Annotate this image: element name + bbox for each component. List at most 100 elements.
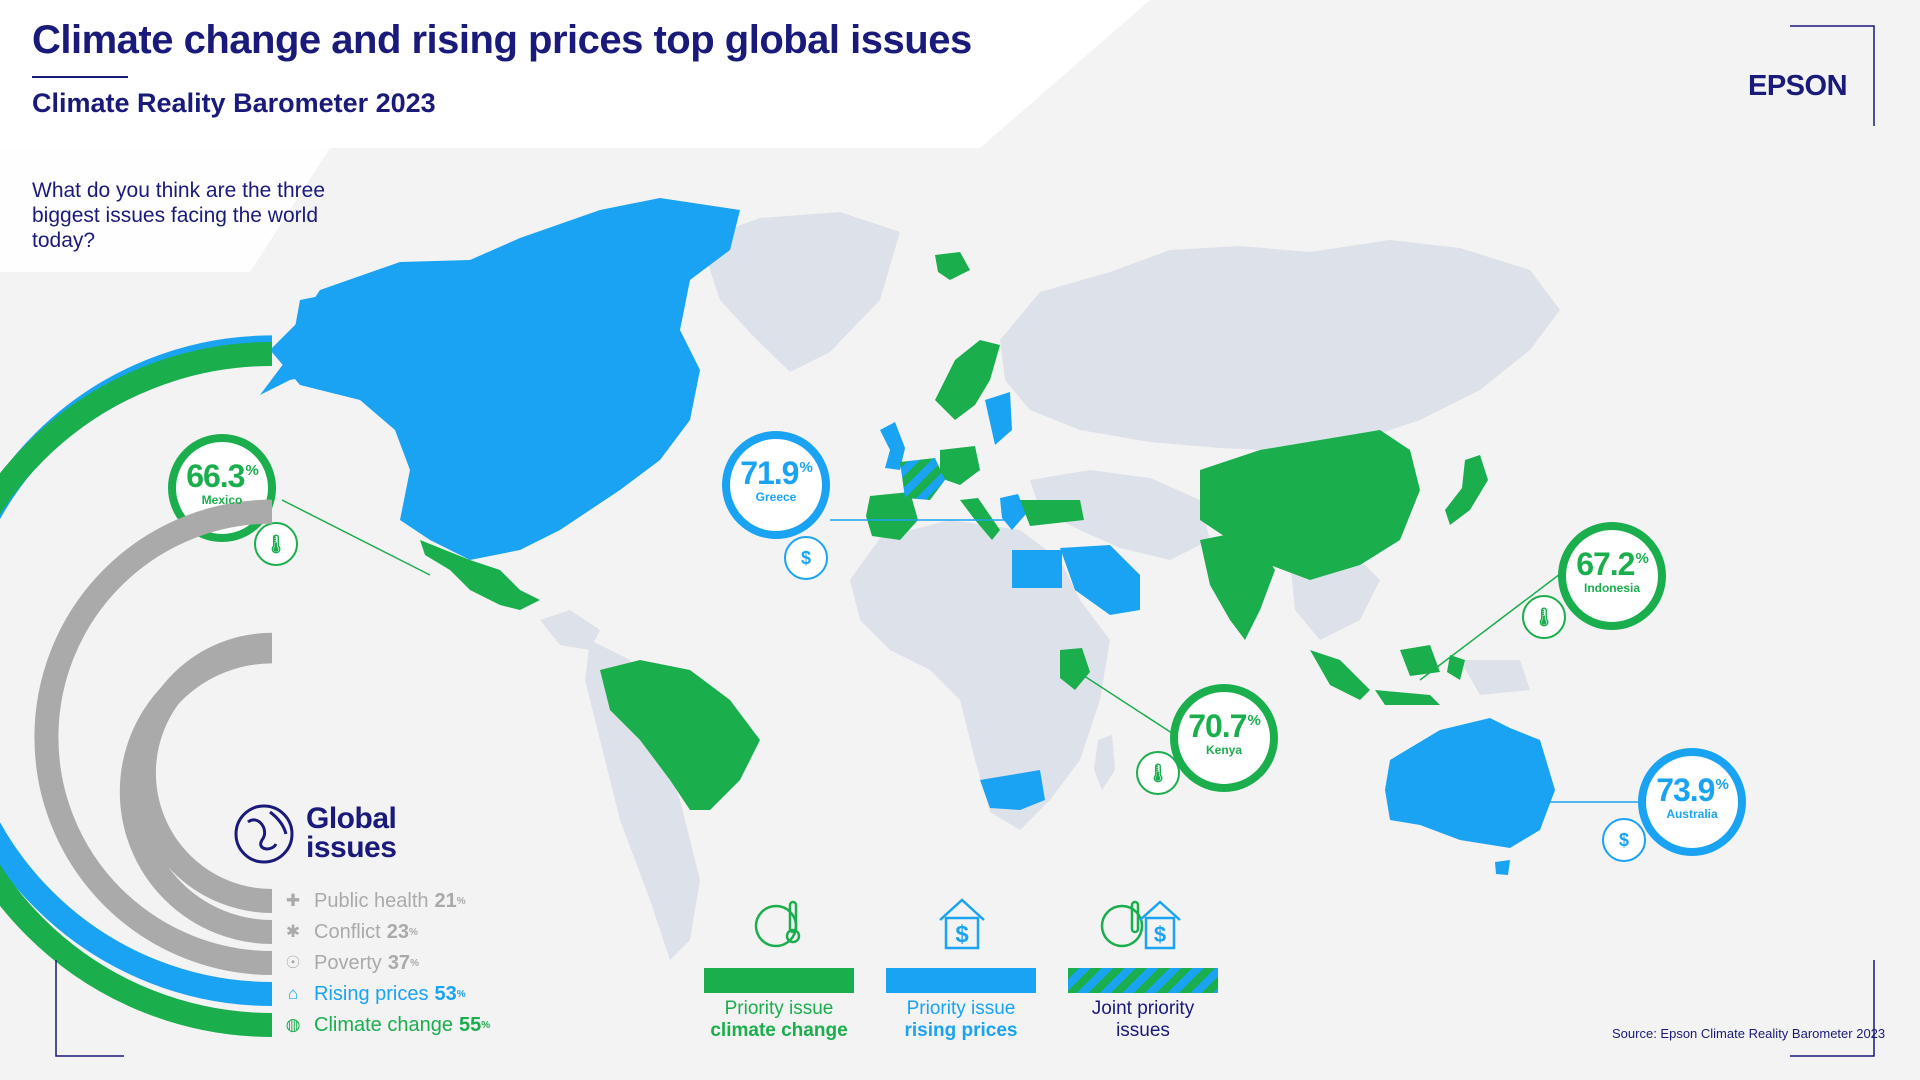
source-note: Source: Epson Climate Reality Barometer … — [1612, 1026, 1886, 1041]
climate-icon — [1522, 595, 1566, 639]
legend-label-climate: Priority issue climate change — [694, 998, 864, 1042]
legend-line2: rising prices — [904, 1020, 1018, 1041]
legend-bar-prices — [886, 968, 1036, 993]
callout-unit: % — [245, 462, 258, 479]
conflict-icon: ✱ — [285, 922, 301, 941]
issue-value: 21 — [434, 889, 457, 912]
svg-text:🌡: 🌡 — [265, 534, 288, 554]
legend-line1: Joint priority — [1091, 998, 1195, 1019]
gauge-arc-climate-change — [0, 342, 273, 1037]
legend-rising-prices-icon: $ — [934, 896, 990, 957]
callout-kenya: 70.7% Kenya — [1174, 708, 1274, 757]
global-issues-title-line2: issues — [306, 831, 397, 864]
issue-label: Conflict — [314, 920, 381, 943]
callout-country: Kenya — [1205, 743, 1243, 757]
ring-indonesia — [1558, 522, 1666, 630]
issue-public-health: ✚ Public health 21% — [280, 888, 466, 914]
issue-rising-prices: ⌂ Rising prices 53% — [280, 981, 466, 1007]
callout-unit: % — [1247, 712, 1260, 729]
callout-value: 70.7 — [1188, 708, 1247, 744]
svg-text:$: $ — [955, 921, 969, 948]
global-issues-gauge — [0, 335, 273, 1037]
legend-line2: issues — [1116, 1020, 1170, 1041]
issue-unit: % — [481, 1019, 491, 1031]
legend-line2: climate change — [710, 1020, 848, 1041]
climate-icon: ◍ — [285, 1015, 301, 1034]
frame-corners — [55, 25, 1875, 1057]
callout-australia: 73.9% Australia — [1642, 772, 1742, 821]
issue-value: 53 — [434, 982, 457, 1005]
health-icon: ✚ — [285, 891, 301, 910]
issue-label: Climate change — [314, 1013, 453, 1036]
issue-label: Rising prices — [314, 982, 429, 1005]
callout-unit: % — [1715, 776, 1728, 793]
svg-text:🌡: 🌡 — [1147, 763, 1170, 783]
legend-bar-climate — [704, 968, 854, 993]
legend-line1: Priority issue — [724, 998, 834, 1019]
climate-icon — [254, 522, 298, 566]
issue-unit: % — [456, 895, 466, 907]
issue-unit: % — [456, 988, 466, 1000]
legend-climate-icon — [752, 896, 808, 957]
title-divider — [32, 76, 128, 78]
callout-country: Australia — [1666, 807, 1718, 821]
land-joint-priority — [900, 458, 945, 500]
legend-label-prices: Priority issue rising prices — [876, 998, 1046, 1042]
callout-unit: % — [799, 459, 812, 476]
issue-value: 23 — [386, 920, 409, 943]
rising-prices-icon: ⌂ — [287, 984, 299, 1003]
callout-value: 71.9 — [740, 455, 799, 491]
survey-question: What do you think are the three biggest … — [32, 179, 326, 252]
gauge-arc-conflict — [119, 639, 273, 944]
issue-label: Public health — [314, 889, 429, 912]
callout-country: Indonesia — [1583, 581, 1640, 595]
svg-text:$: $ — [1619, 830, 1629, 850]
header-panel — [0, 0, 1150, 148]
svg-text:$: $ — [801, 548, 811, 568]
climate-icon — [1136, 751, 1180, 795]
land-rising-prices — [260, 198, 1555, 875]
globe-icon — [234, 804, 294, 864]
callout-country: Mexico — [201, 493, 243, 507]
svg-text:$: $ — [1154, 922, 1166, 947]
issue-value: 37 — [387, 951, 411, 974]
callout-mexico: 66.3% Mexico — [172, 458, 272, 507]
callout-country: Greece — [755, 490, 797, 504]
issue-label: Poverty — [314, 951, 382, 974]
land-climate-change — [420, 252, 1488, 810]
page-title: Climate change and rising prices top glo… — [32, 18, 972, 62]
legend-bar-joint — [1068, 968, 1218, 993]
svg-text:🌡: 🌡 — [1533, 607, 1556, 627]
rising-prices-icon — [784, 536, 828, 580]
callout-value: 73.9 — [1656, 772, 1715, 808]
question-panel — [0, 148, 330, 272]
ring-greece — [722, 431, 830, 539]
callout-indonesia: 67.2% Indonesia — [1562, 546, 1662, 595]
legend-joint-priority-icon: $ — [1098, 896, 1184, 957]
global-issues-title-line1: Global — [306, 802, 397, 835]
issue-climate-change: ◍ Climate change 55% — [280, 1012, 491, 1038]
issue-conflict: ✱ Conflict 23% — [280, 919, 418, 945]
callout-connectors — [281, 499, 1640, 803]
page-subtitle: Climate Reality Barometer 2023 — [32, 88, 436, 118]
ring-kenya — [1170, 684, 1278, 792]
issue-unit: % — [408, 926, 418, 938]
gauge-arc-poverty — [34, 499, 273, 975]
ring-australia — [1638, 748, 1746, 856]
issue-unit: % — [410, 957, 419, 969]
global-issues-title: Global issues — [306, 802, 397, 864]
header: Climate change and rising prices top glo… — [0, 0, 1920, 160]
legend-label-joint: Joint priority issues — [1058, 998, 1228, 1042]
callout-unit: % — [1635, 550, 1648, 567]
issue-value: 55 — [458, 1013, 482, 1036]
callout-greece: 71.9% Greece — [726, 455, 826, 504]
callout-value: 66.3 — [186, 458, 245, 494]
brand-logo: EPSON — [1748, 70, 1848, 102]
callout-icon-circles — [254, 522, 1646, 862]
legend-line1: Priority issue — [906, 998, 1016, 1019]
land-gray — [540, 212, 1560, 960]
callout-value: 67.2 — [1576, 546, 1635, 582]
rising-prices-icon — [1602, 818, 1646, 862]
issue-poverty: ☉ Poverty 37% — [280, 950, 419, 976]
